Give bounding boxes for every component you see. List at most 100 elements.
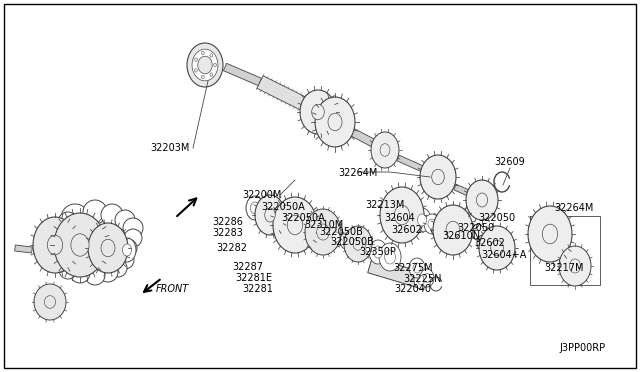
- Ellipse shape: [246, 196, 264, 220]
- Ellipse shape: [88, 223, 128, 273]
- Ellipse shape: [479, 226, 515, 270]
- Ellipse shape: [417, 214, 426, 226]
- Ellipse shape: [379, 243, 401, 271]
- Ellipse shape: [317, 224, 330, 240]
- Ellipse shape: [409, 258, 425, 278]
- Ellipse shape: [570, 259, 580, 273]
- Circle shape: [85, 265, 105, 285]
- Ellipse shape: [250, 202, 259, 214]
- Circle shape: [98, 262, 118, 282]
- Text: 32225N: 32225N: [404, 274, 442, 284]
- Polygon shape: [397, 155, 426, 173]
- Ellipse shape: [343, 237, 349, 245]
- Ellipse shape: [122, 244, 131, 256]
- Circle shape: [109, 259, 127, 277]
- Text: 32350P: 32350P: [360, 247, 396, 257]
- Ellipse shape: [446, 221, 460, 239]
- Ellipse shape: [340, 233, 352, 249]
- Polygon shape: [350, 128, 377, 148]
- Ellipse shape: [54, 213, 106, 277]
- Ellipse shape: [198, 56, 212, 74]
- Ellipse shape: [433, 205, 473, 255]
- Circle shape: [47, 247, 63, 263]
- Ellipse shape: [192, 49, 218, 81]
- Circle shape: [51, 219, 69, 237]
- Text: 322050A: 322050A: [281, 213, 325, 223]
- Ellipse shape: [210, 73, 212, 76]
- Ellipse shape: [371, 132, 399, 168]
- Text: 32281E: 32281E: [236, 273, 273, 283]
- Text: 32200M: 32200M: [243, 190, 282, 200]
- Ellipse shape: [210, 54, 212, 57]
- Ellipse shape: [424, 273, 431, 282]
- Circle shape: [101, 204, 123, 226]
- Ellipse shape: [287, 215, 303, 235]
- Text: 32602: 32602: [475, 238, 506, 248]
- Ellipse shape: [101, 239, 115, 257]
- Ellipse shape: [491, 240, 503, 256]
- Ellipse shape: [33, 217, 77, 273]
- Ellipse shape: [466, 180, 498, 220]
- Ellipse shape: [202, 51, 204, 55]
- Ellipse shape: [344, 226, 372, 262]
- Ellipse shape: [420, 269, 434, 287]
- Polygon shape: [454, 184, 476, 199]
- Text: 32203M: 32203M: [150, 143, 189, 153]
- Ellipse shape: [202, 75, 204, 79]
- Ellipse shape: [118, 238, 136, 262]
- Ellipse shape: [47, 235, 63, 255]
- Text: 322050: 322050: [458, 223, 495, 233]
- Ellipse shape: [559, 246, 591, 286]
- Circle shape: [51, 254, 69, 272]
- Text: 32604: 32604: [385, 213, 415, 223]
- Ellipse shape: [44, 296, 56, 308]
- Ellipse shape: [265, 208, 275, 222]
- Text: 32602: 32602: [392, 225, 422, 235]
- Polygon shape: [223, 63, 262, 86]
- Circle shape: [46, 227, 64, 245]
- Ellipse shape: [365, 244, 371, 251]
- Text: 32286: 32286: [212, 217, 243, 227]
- Ellipse shape: [305, 209, 341, 255]
- Text: 32217M: 32217M: [544, 263, 584, 273]
- Polygon shape: [15, 245, 33, 253]
- Ellipse shape: [476, 193, 488, 207]
- Circle shape: [70, 263, 90, 283]
- Text: 32287: 32287: [232, 262, 264, 272]
- Ellipse shape: [315, 97, 355, 147]
- Ellipse shape: [414, 271, 428, 289]
- Text: 322050B: 322050B: [319, 227, 363, 237]
- Text: 32275M: 32275M: [393, 263, 433, 273]
- Circle shape: [59, 261, 77, 279]
- Text: 32604+A: 32604+A: [481, 250, 527, 260]
- Ellipse shape: [187, 43, 223, 87]
- Text: 322050A: 322050A: [261, 202, 305, 212]
- Ellipse shape: [362, 241, 374, 255]
- Text: 322040: 322040: [394, 284, 431, 294]
- Ellipse shape: [528, 206, 572, 262]
- Ellipse shape: [214, 63, 216, 67]
- Text: FRONT: FRONT: [156, 284, 189, 294]
- Ellipse shape: [300, 90, 336, 134]
- Circle shape: [61, 204, 89, 232]
- Ellipse shape: [432, 169, 444, 185]
- Ellipse shape: [332, 232, 340, 242]
- Polygon shape: [257, 76, 313, 113]
- Ellipse shape: [34, 284, 66, 320]
- Ellipse shape: [385, 250, 396, 264]
- Ellipse shape: [420, 155, 456, 199]
- Ellipse shape: [428, 219, 436, 229]
- Circle shape: [46, 237, 62, 253]
- Ellipse shape: [328, 113, 342, 131]
- Ellipse shape: [417, 276, 424, 285]
- Text: 32264M: 32264M: [339, 168, 378, 178]
- Ellipse shape: [413, 263, 421, 273]
- Ellipse shape: [424, 214, 440, 234]
- Circle shape: [123, 218, 143, 238]
- Text: 32264M: 32264M: [554, 203, 594, 213]
- Ellipse shape: [413, 208, 431, 232]
- Text: J3PP00RP: J3PP00RP: [560, 343, 606, 353]
- Ellipse shape: [273, 197, 317, 253]
- Circle shape: [116, 251, 134, 269]
- Ellipse shape: [195, 58, 197, 61]
